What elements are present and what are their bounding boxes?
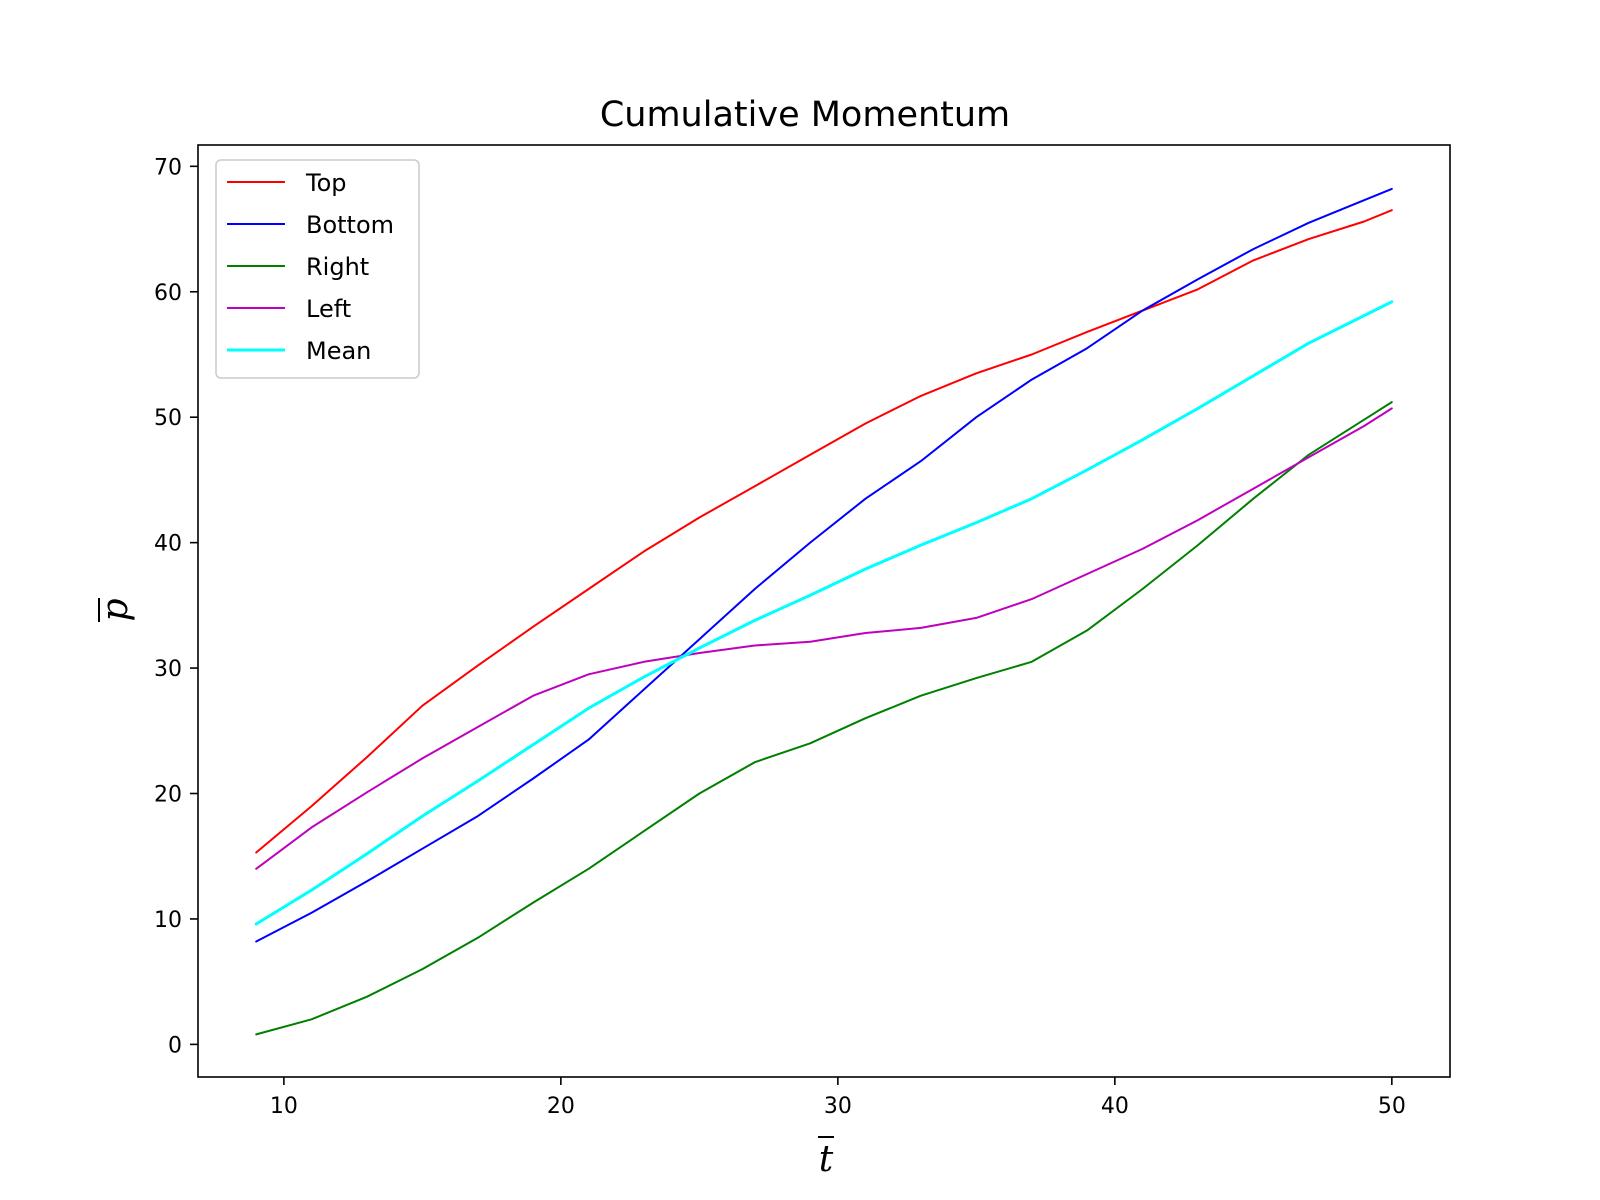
series-line-bottom — [255, 187, 1393, 943]
legend-label: Right — [306, 253, 369, 281]
x-tick-label: 50 — [1378, 1094, 1406, 1119]
legend-box — [215, 159, 420, 379]
legend-label: Mean — [306, 337, 371, 365]
series-line-mean — [254, 300, 1394, 926]
legend-entry-mean: Mean — [227, 337, 371, 365]
x-axis-label: t — [818, 1136, 834, 1180]
x-tick-label: 20 — [547, 1094, 575, 1119]
y-tick-label: 50 — [154, 406, 182, 431]
chart-title: Cumulative Momentum — [600, 95, 1010, 135]
y-axis: 0 10 20 30 40 50 60 70 — [154, 155, 198, 1058]
series-line-top — [255, 209, 1393, 854]
series-line-right — [255, 401, 1393, 1036]
y-tick-label: 40 — [154, 532, 182, 557]
y-tick-label: 20 — [154, 783, 182, 808]
legend-label: Left — [306, 295, 351, 323]
y-tick-label: 30 — [154, 657, 182, 682]
legend-entry-left: Left — [227, 295, 351, 323]
x-axis-label-text: t — [819, 1139, 834, 1180]
plot-lines — [254, 187, 1394, 1036]
x-tick-label: 30 — [824, 1094, 852, 1119]
y-axis-label: p — [95, 598, 136, 622]
plot-frame — [197, 144, 1451, 1078]
y-tick-label: 70 — [154, 155, 182, 180]
y-tick-label: 60 — [154, 281, 182, 306]
legend-entry-top: Top — [227, 169, 347, 197]
x-axis: 10 20 30 40 50 — [270, 1077, 1406, 1119]
legend: Top Bottom Right Left Mean — [215, 159, 420, 379]
series-line-left — [255, 407, 1393, 870]
x-tick-label: 40 — [1101, 1094, 1129, 1119]
legend-label: Top — [305, 169, 347, 197]
legend-entry-right: Right — [227, 253, 369, 281]
legend-entry-bottom: Bottom — [227, 211, 394, 239]
legend-label: Bottom — [306, 211, 394, 239]
y-tick-label: 10 — [154, 908, 182, 933]
y-tick-label: 0 — [168, 1033, 182, 1058]
x-tick-label: 10 — [270, 1094, 298, 1119]
y-axis-label-text: p — [95, 598, 136, 621]
